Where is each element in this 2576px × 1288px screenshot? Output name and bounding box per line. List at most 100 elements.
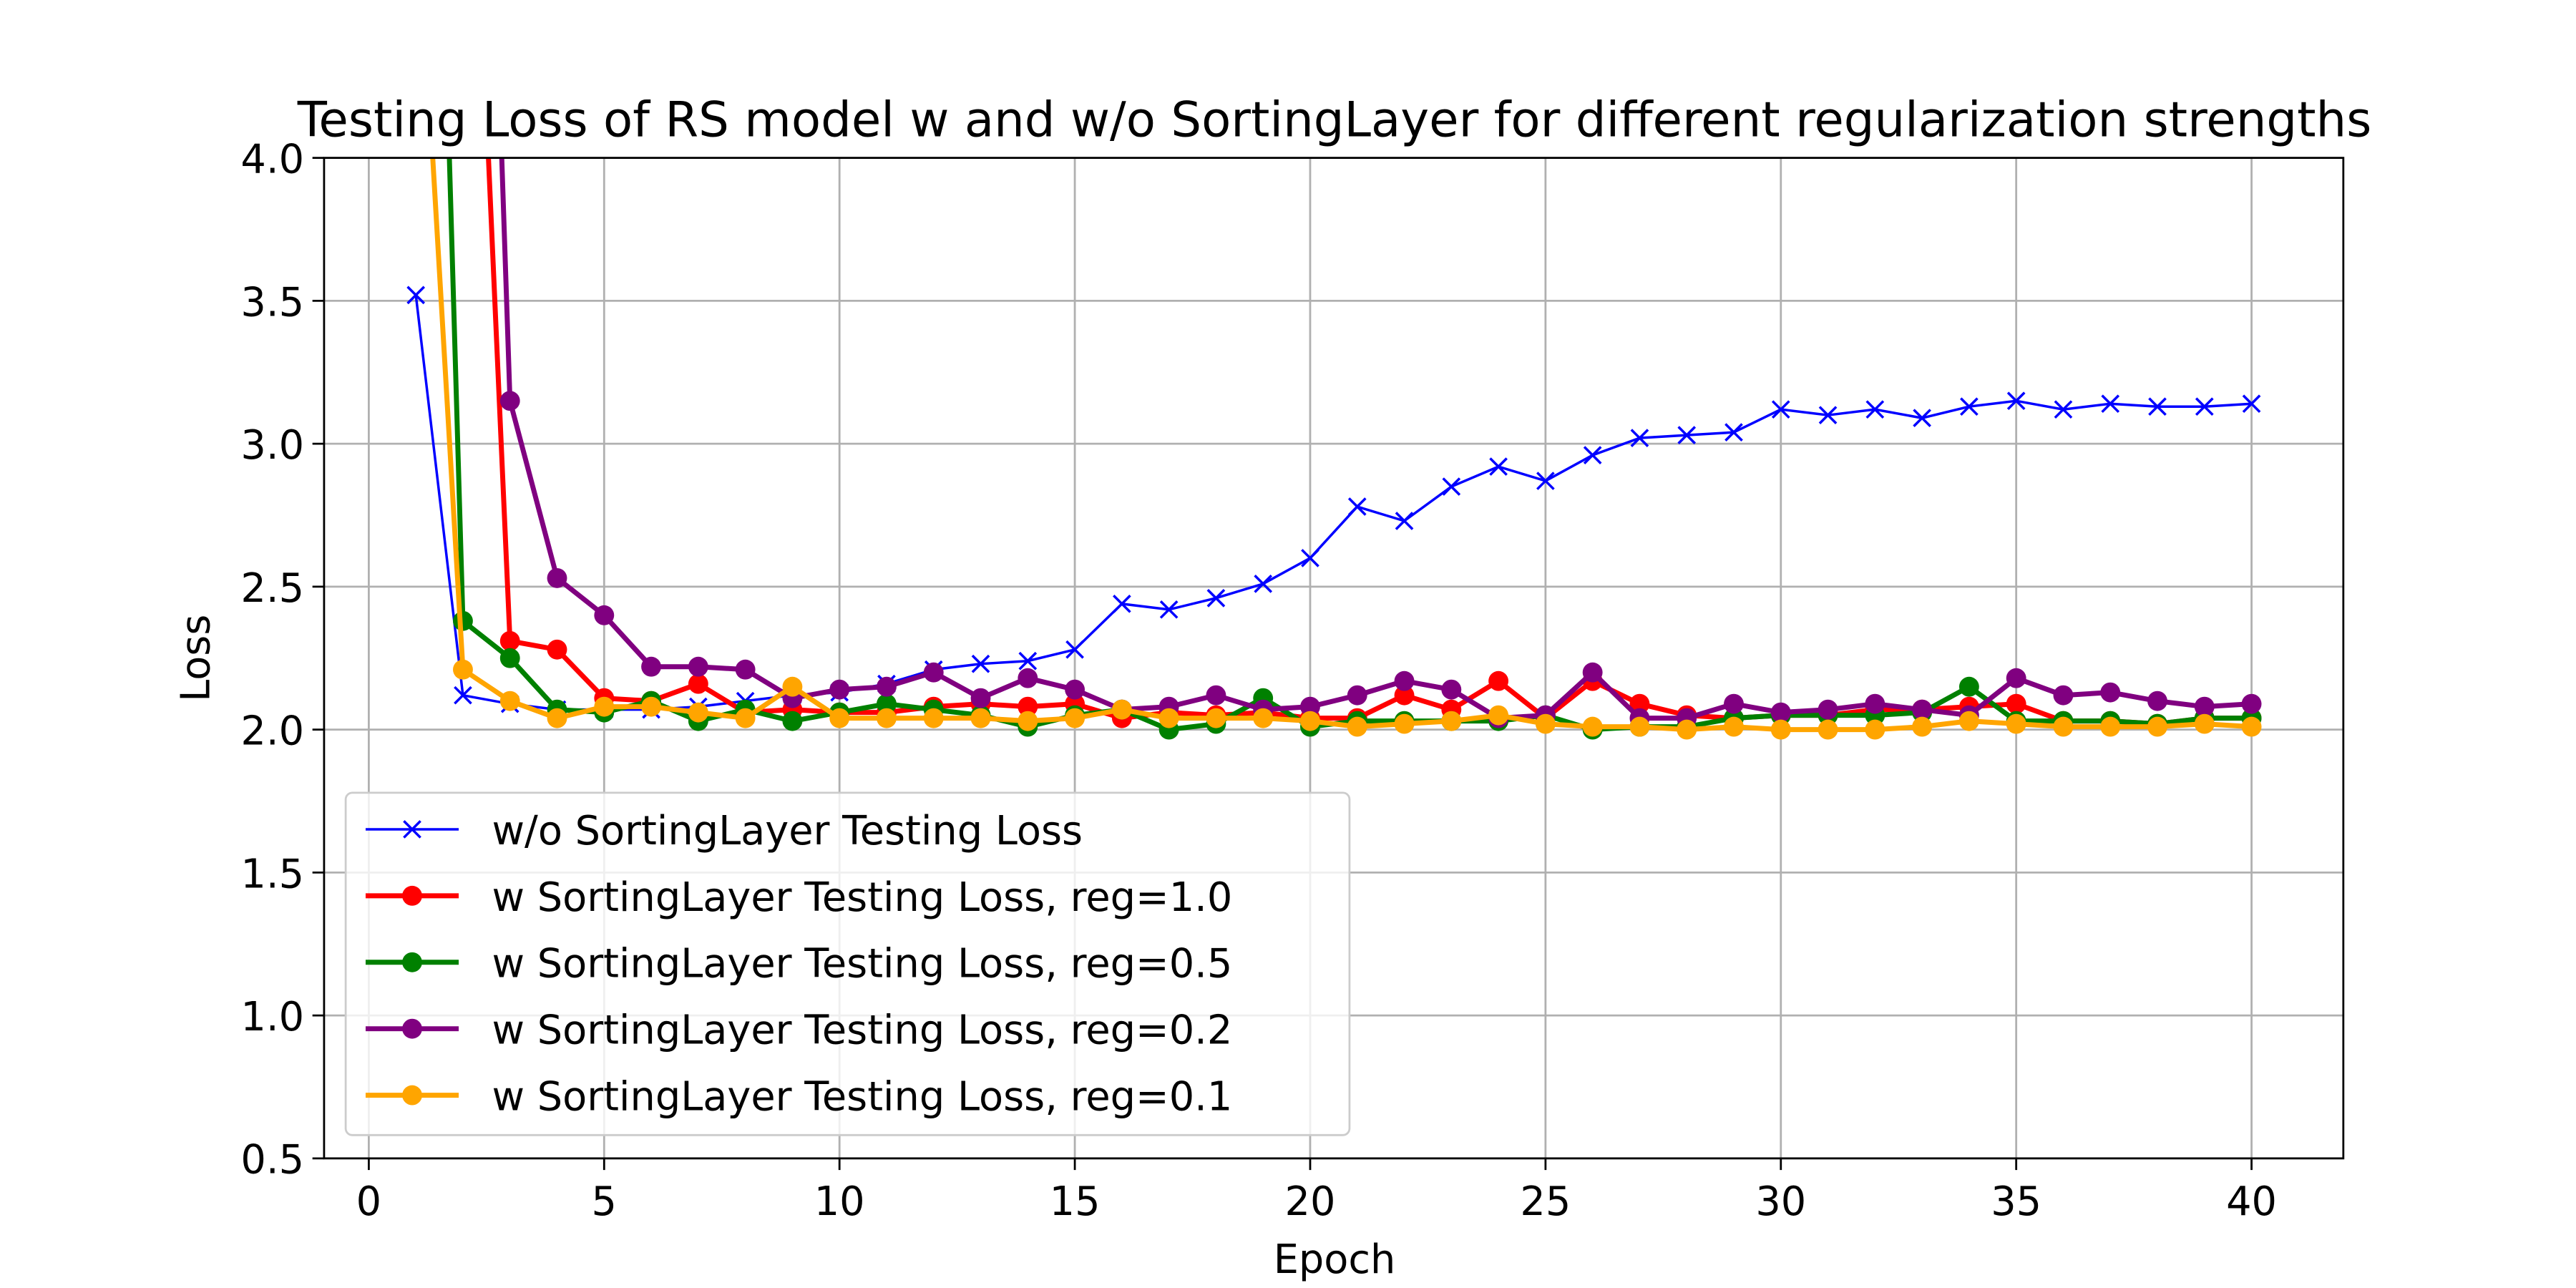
marker <box>499 391 520 411</box>
legend: w/o SortingLayer Testing Loss w SortingLa… <box>344 791 1351 1136</box>
marker <box>1206 708 1226 728</box>
marker <box>1582 662 1603 683</box>
plot-area <box>406 157 2262 740</box>
series-line <box>486 157 2252 727</box>
x-tick-label: 15 <box>1050 1179 1101 1225</box>
marker <box>1677 719 1697 740</box>
y-axis-label: Loss <box>173 615 220 702</box>
marker <box>2054 400 2073 419</box>
marker <box>688 673 708 694</box>
y-tick-label: 1.5 <box>240 851 304 897</box>
y-tick-label: 3.5 <box>240 279 304 326</box>
marker <box>1347 497 1367 516</box>
marker <box>1395 512 1414 530</box>
legend-label: w SortingLayer Testing Loss, reg=0.5 <box>492 941 1232 987</box>
marker <box>1771 400 1790 419</box>
marker <box>1865 719 1885 740</box>
x-axis-label: Epoch <box>1274 1236 1396 1283</box>
marker <box>1441 711 1462 731</box>
legend-marker <box>402 952 422 972</box>
marker <box>594 696 615 717</box>
marker <box>1253 708 1274 728</box>
marker <box>1065 679 1085 700</box>
marker <box>1536 472 1555 490</box>
marker <box>1629 716 1650 737</box>
marker <box>1111 699 1132 720</box>
legend-marker <box>403 820 421 839</box>
marker <box>2006 693 2026 714</box>
marker <box>2101 394 2120 414</box>
marker <box>499 691 520 711</box>
marker <box>2006 668 2026 688</box>
marker <box>641 656 662 677</box>
marker <box>782 711 803 731</box>
marker <box>2241 693 2262 714</box>
marker <box>547 639 567 660</box>
marker <box>1441 679 1462 700</box>
marker <box>1113 594 1131 613</box>
marker <box>1818 699 1838 720</box>
y-tick-label: 3.0 <box>240 422 304 469</box>
marker <box>2006 713 2026 734</box>
marker <box>1865 693 1885 714</box>
marker <box>1206 685 1226 706</box>
marker <box>1582 716 1603 737</box>
marker <box>877 693 897 714</box>
marker <box>829 679 850 700</box>
x-tick-label: 5 <box>592 1179 617 1225</box>
series-line <box>414 295 2252 711</box>
y-tick-label: 2.5 <box>240 565 304 612</box>
y-tick-label: 1.0 <box>240 994 304 1040</box>
legend-box <box>344 791 1351 1136</box>
ticks: 0 5 10 15 20 25 30 35 40 0.5 1.0 1.5 2.0 2.5 3.0 3.5 4.0 <box>240 137 2277 1225</box>
series-line <box>499 157 2252 721</box>
x-tick-label: 40 <box>2226 1179 2277 1225</box>
marker <box>1206 589 1226 608</box>
marker <box>1065 708 1085 728</box>
marker <box>688 702 708 723</box>
marker <box>2006 391 2026 411</box>
marker <box>2194 713 2215 734</box>
marker <box>829 708 850 728</box>
marker <box>2147 716 2167 737</box>
x-tick-label: 30 <box>1755 1179 1806 1225</box>
marker <box>1724 693 1744 714</box>
marker <box>735 708 756 728</box>
series-line <box>430 157 2252 733</box>
marker <box>2147 691 2167 711</box>
marker <box>1347 685 1367 706</box>
marker <box>1583 446 1602 464</box>
marker <box>2148 397 2167 416</box>
marker <box>1488 705 1509 726</box>
marker <box>1770 702 1791 723</box>
marker <box>454 686 472 705</box>
marker <box>453 659 473 680</box>
marker <box>923 662 944 683</box>
marker <box>2053 685 2074 706</box>
marker <box>594 605 615 625</box>
x-tick-label: 35 <box>1991 1179 2041 1225</box>
marker <box>1535 713 1556 734</box>
marker <box>1818 406 1838 425</box>
marker <box>1018 696 1038 717</box>
marker <box>1065 640 1084 659</box>
marker <box>1254 575 1273 593</box>
marker <box>641 696 662 717</box>
marker <box>2194 696 2215 717</box>
marker <box>1960 397 1979 416</box>
marker <box>2100 682 2121 703</box>
y-tick-label: 4.0 <box>240 137 304 183</box>
x-tick-label: 0 <box>356 1179 381 1225</box>
marker <box>970 688 991 708</box>
marker <box>1770 719 1791 740</box>
marker <box>1913 409 1931 428</box>
marker <box>1724 716 1744 737</box>
marker <box>1489 457 1508 476</box>
marker <box>1958 676 1979 697</box>
x-tick-label: 25 <box>1520 1179 1571 1225</box>
marker <box>499 648 520 668</box>
marker <box>1159 600 1179 619</box>
marker <box>1300 696 1320 717</box>
marker <box>1394 670 1415 691</box>
